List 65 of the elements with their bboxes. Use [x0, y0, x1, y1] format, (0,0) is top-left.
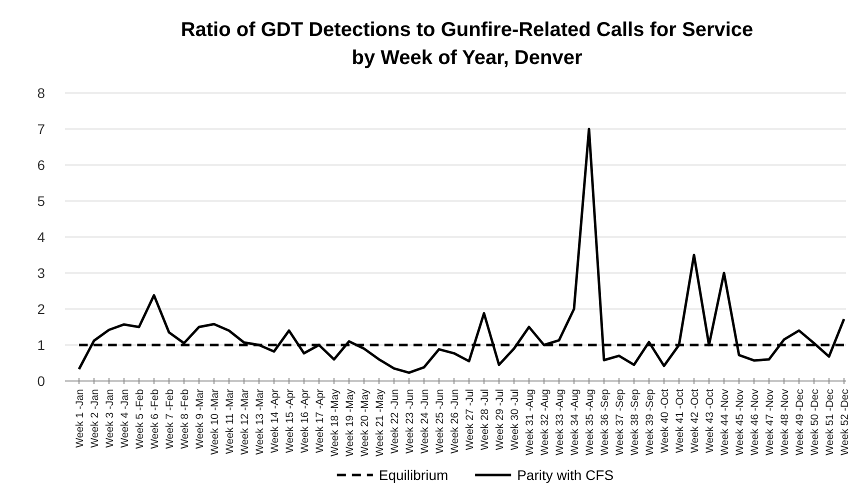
x-tick-label: Week 11 -Mar	[224, 388, 236, 454]
x-tick-label: Week 35 -Aug	[584, 388, 596, 456]
y-tick-label: 7	[37, 120, 46, 137]
x-tick-label: Week 13 -Mar	[254, 388, 266, 455]
x-tick-label: Week 21 -May	[374, 388, 386, 456]
x-tick-label: Week 22 -Jun	[389, 388, 401, 454]
y-tick-label: 2	[37, 300, 46, 317]
x-tick-label: Week 25 -Jun	[434, 388, 446, 454]
x-tick-label: Week 4 -Jan	[119, 388, 131, 448]
x-tick-label: Week 14 -Apr	[269, 388, 281, 453]
x-tick-label: Week 10 -Mar	[209, 388, 221, 455]
x-tick-label: Week 33 -Aug	[554, 388, 566, 456]
chart-title: Ratio of GDT Detections to Gunfire-Related Calls for Service by Week of Year, Denver	[180, 19, 754, 69]
y-tick-label: 4	[37, 228, 46, 245]
x-tick-label: Week 40 -Oct	[659, 388, 671, 453]
x-tick-label: Week 15 -Apr	[284, 388, 296, 453]
x-tick-label: Week 34 -Aug	[569, 388, 581, 456]
x-tick-label: Week 9 -Mar	[194, 388, 206, 449]
x-tick-label: Week 37 -Sep	[614, 388, 626, 456]
x-tick-label: Week 1 -Jan	[74, 388, 86, 448]
y-tick-label: 1	[37, 336, 46, 353]
x-tick-label: Week 17 -Apr	[314, 388, 326, 453]
x-tick-label: Week 29 -Jul	[494, 389, 506, 450]
y-tick-label: 3	[37, 264, 46, 281]
x-tick-label: Week 31 -Aug	[524, 388, 536, 456]
x-tick-label: Week 51 -Dec	[824, 389, 836, 456]
x-tick-label: Week 12 -Mar	[239, 388, 251, 455]
x-tick-label: Week 47 -Nov	[764, 388, 776, 456]
x-tick-label: Week 6 -Feb	[149, 388, 161, 449]
x-tick-label: Week 38 -Sep	[629, 388, 641, 456]
x-tick-label: Week 43 -Oct	[704, 388, 716, 453]
legend-label: Equilibrium	[378, 466, 448, 483]
x-tick-label: Week 24 -Jun	[419, 388, 431, 454]
line-series	[78, 128, 846, 374]
x-tick-label: Week 52 -Dec	[839, 389, 851, 456]
x-tick-label: Week 16 -Apr	[299, 388, 311, 453]
legend-label: Parity with CFS	[517, 466, 614, 483]
x-tick-label: Week 41 -Oct	[674, 388, 686, 453]
x-tick-label: Week 3 -Jan	[104, 388, 116, 448]
x-tick-label: Week 28 -Jul	[479, 389, 491, 450]
x-tick-label: Week 5 -Feb	[134, 388, 146, 449]
x-tick-label: Week 42 -Oct	[689, 388, 701, 453]
x-tick-label: Week 8 -Feb	[179, 388, 191, 449]
x-tick-label: Week 36 -Sep	[599, 388, 611, 456]
x-tick-label: Week 26 -Jun	[449, 388, 461, 454]
x-tick-label: Week 2 -Jan	[89, 388, 101, 448]
y-tick-label: 6	[37, 156, 46, 173]
x-tick-label: Week 44 -Nov	[719, 388, 731, 456]
x-tick-label: Week 18 -May	[329, 388, 341, 456]
x-tick-label: Week 32 -Aug	[539, 388, 551, 456]
x-tick-label: Week 19 -May	[344, 388, 356, 456]
x-tick-label: Week 50 -Dec	[809, 389, 821, 456]
x-tick-label: Week 49 -Dec	[794, 389, 806, 456]
x-tick-label: Week 45 -Nov	[734, 388, 746, 456]
x-tick-label: Week 7 -Feb	[164, 388, 176, 449]
y-tick-label: 8	[37, 84, 46, 101]
x-tick-label: Week 46 -Nov	[749, 388, 761, 456]
y-tick-label: 5	[37, 192, 46, 209]
x-tick-label: Week 23 -Jun	[404, 388, 416, 454]
x-tick-label: Week 39 -Sep	[644, 388, 656, 456]
x-tick-label: Week 20 -May	[359, 388, 371, 456]
y-tick-label: 0	[37, 372, 46, 389]
x-tick-label: Week 27 -Jul	[464, 389, 476, 450]
x-tick-label: Week 48 -Nov	[779, 388, 791, 456]
x-tick-label: Week 30 -Jul	[509, 389, 521, 450]
